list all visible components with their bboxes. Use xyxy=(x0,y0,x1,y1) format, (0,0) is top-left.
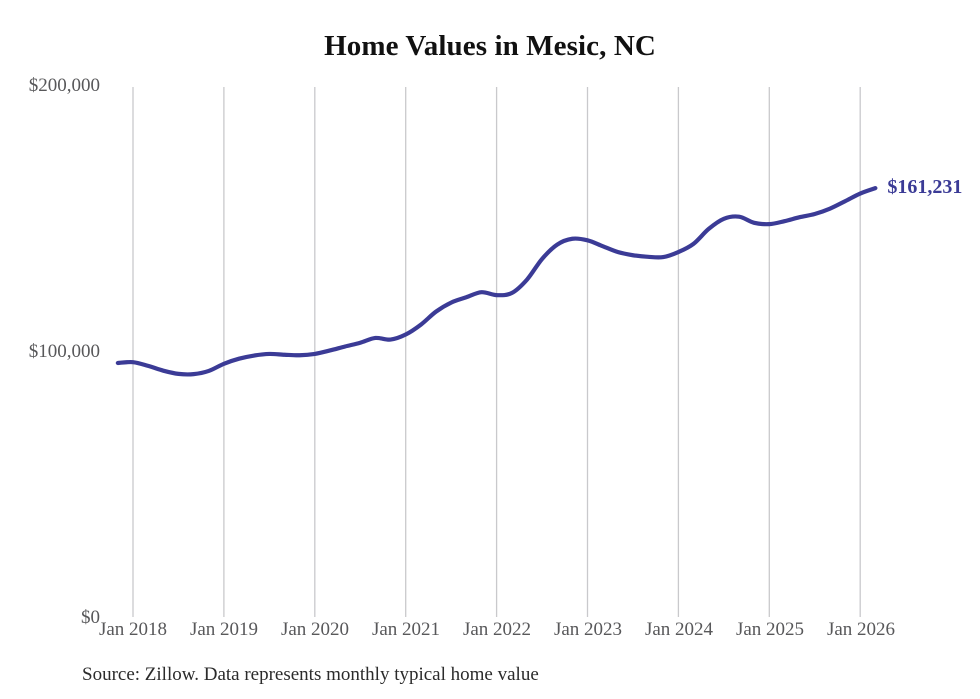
x-axis-tick-label-jan-2020: Jan 2020 xyxy=(280,619,350,640)
x-axis-tick-label-jan-2018: Jan 2018 xyxy=(98,619,168,640)
series-line-typical-home-value xyxy=(115,186,878,377)
x-axis-tick-label-jan-2025: Jan 2025 xyxy=(735,619,805,640)
source-note: Source: Zillow. Data represents monthly … xyxy=(82,664,539,685)
x-axis-tick-label-jan-2026: Jan 2026 xyxy=(826,619,896,640)
end-value-annotation: $161,231 xyxy=(887,176,963,199)
y-axis-tick-label-100000: $100,000 xyxy=(28,341,100,362)
chart-title: Home Values in Mesic, NC xyxy=(324,30,656,62)
x-axis-tick-label-jan-2022: Jan 2022 xyxy=(462,619,532,640)
y-axis-tick-label-0: $0 xyxy=(81,607,100,628)
x-axis-tick-label-jan-2023: Jan 2023 xyxy=(553,619,623,640)
x-axis-tick-label-jan-2021: Jan 2021 xyxy=(371,619,441,640)
y-axis-tick-label-200000: $200,000 xyxy=(28,75,100,96)
gridlines xyxy=(132,87,861,617)
x-axis-tick-label-jan-2019: Jan 2019 xyxy=(189,619,259,640)
x-axis-tick-label-jan-2024: Jan 2024 xyxy=(644,619,714,640)
